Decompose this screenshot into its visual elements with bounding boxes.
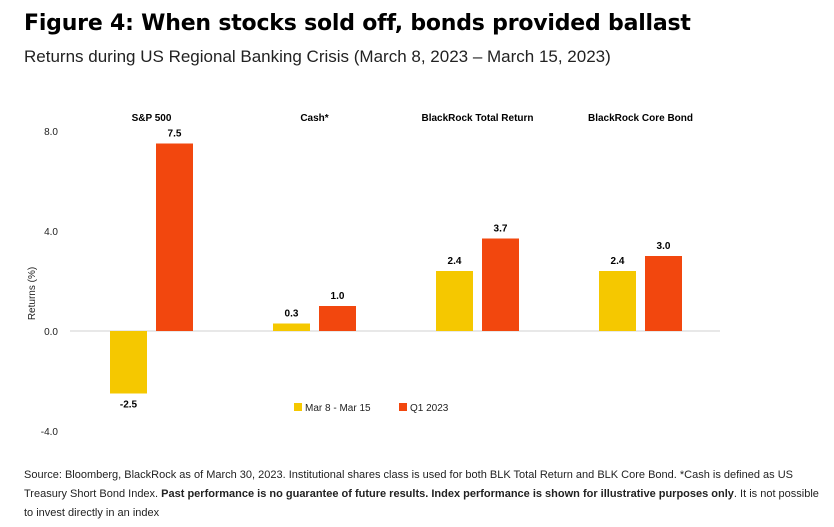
bar (273, 323, 310, 331)
bar-chart: 8.0 4.0 0.0 -4.0 Returns (%) S&P 500 -2.5 7.5 Ca… (27, 113, 720, 438)
bar (110, 331, 147, 394)
figure-subtitle: Returns during US Regional Banking Crisi… (24, 47, 611, 66)
y-axis-label: Returns (%) (27, 267, 38, 320)
data-label: -2.5 (120, 400, 138, 411)
data-label: 1.0 (331, 291, 345, 302)
disclaimer-bold: Past performance is no guarantee of futu… (161, 488, 734, 500)
y-tick-label: 0.0 (44, 327, 58, 338)
y-tick-label: -4.0 (41, 427, 59, 438)
data-label: 2.4 (448, 256, 462, 267)
y-tick-label: 4.0 (44, 227, 58, 238)
category-label: S&P 500 (132, 113, 172, 124)
bar (319, 306, 356, 331)
legend-label: Q1 2023 (410, 403, 449, 414)
figure-title: Figure 4: When stocks sold off, bonds pr… (24, 11, 691, 36)
y-tick-label: 8.0 (44, 127, 58, 138)
source-text: Source: Bloomberg, BlackRock as of March… (24, 469, 793, 500)
bar (436, 271, 473, 331)
bar (599, 271, 636, 331)
bar (482, 238, 519, 331)
data-label: 3.7 (494, 224, 508, 235)
category-label: Cash* (300, 113, 328, 124)
data-label: 0.3 (285, 309, 299, 320)
bar (156, 143, 193, 331)
source-note: Source: Bloomberg, BlackRock as of March… (24, 466, 824, 523)
data-label: 3.0 (657, 241, 671, 252)
category-label: BlackRock Total Return (421, 113, 533, 124)
data-label: 7.5 (168, 129, 182, 140)
legend-label: Mar 8 - Mar 15 (305, 403, 371, 414)
legend-swatch (399, 403, 407, 411)
category-label: BlackRock Core Bond (588, 113, 693, 124)
bar (645, 256, 682, 331)
legend-swatch (294, 403, 302, 411)
source-text-end: . It is not possible to invest directly … (24, 488, 819, 519)
data-label: 2.4 (611, 256, 625, 267)
